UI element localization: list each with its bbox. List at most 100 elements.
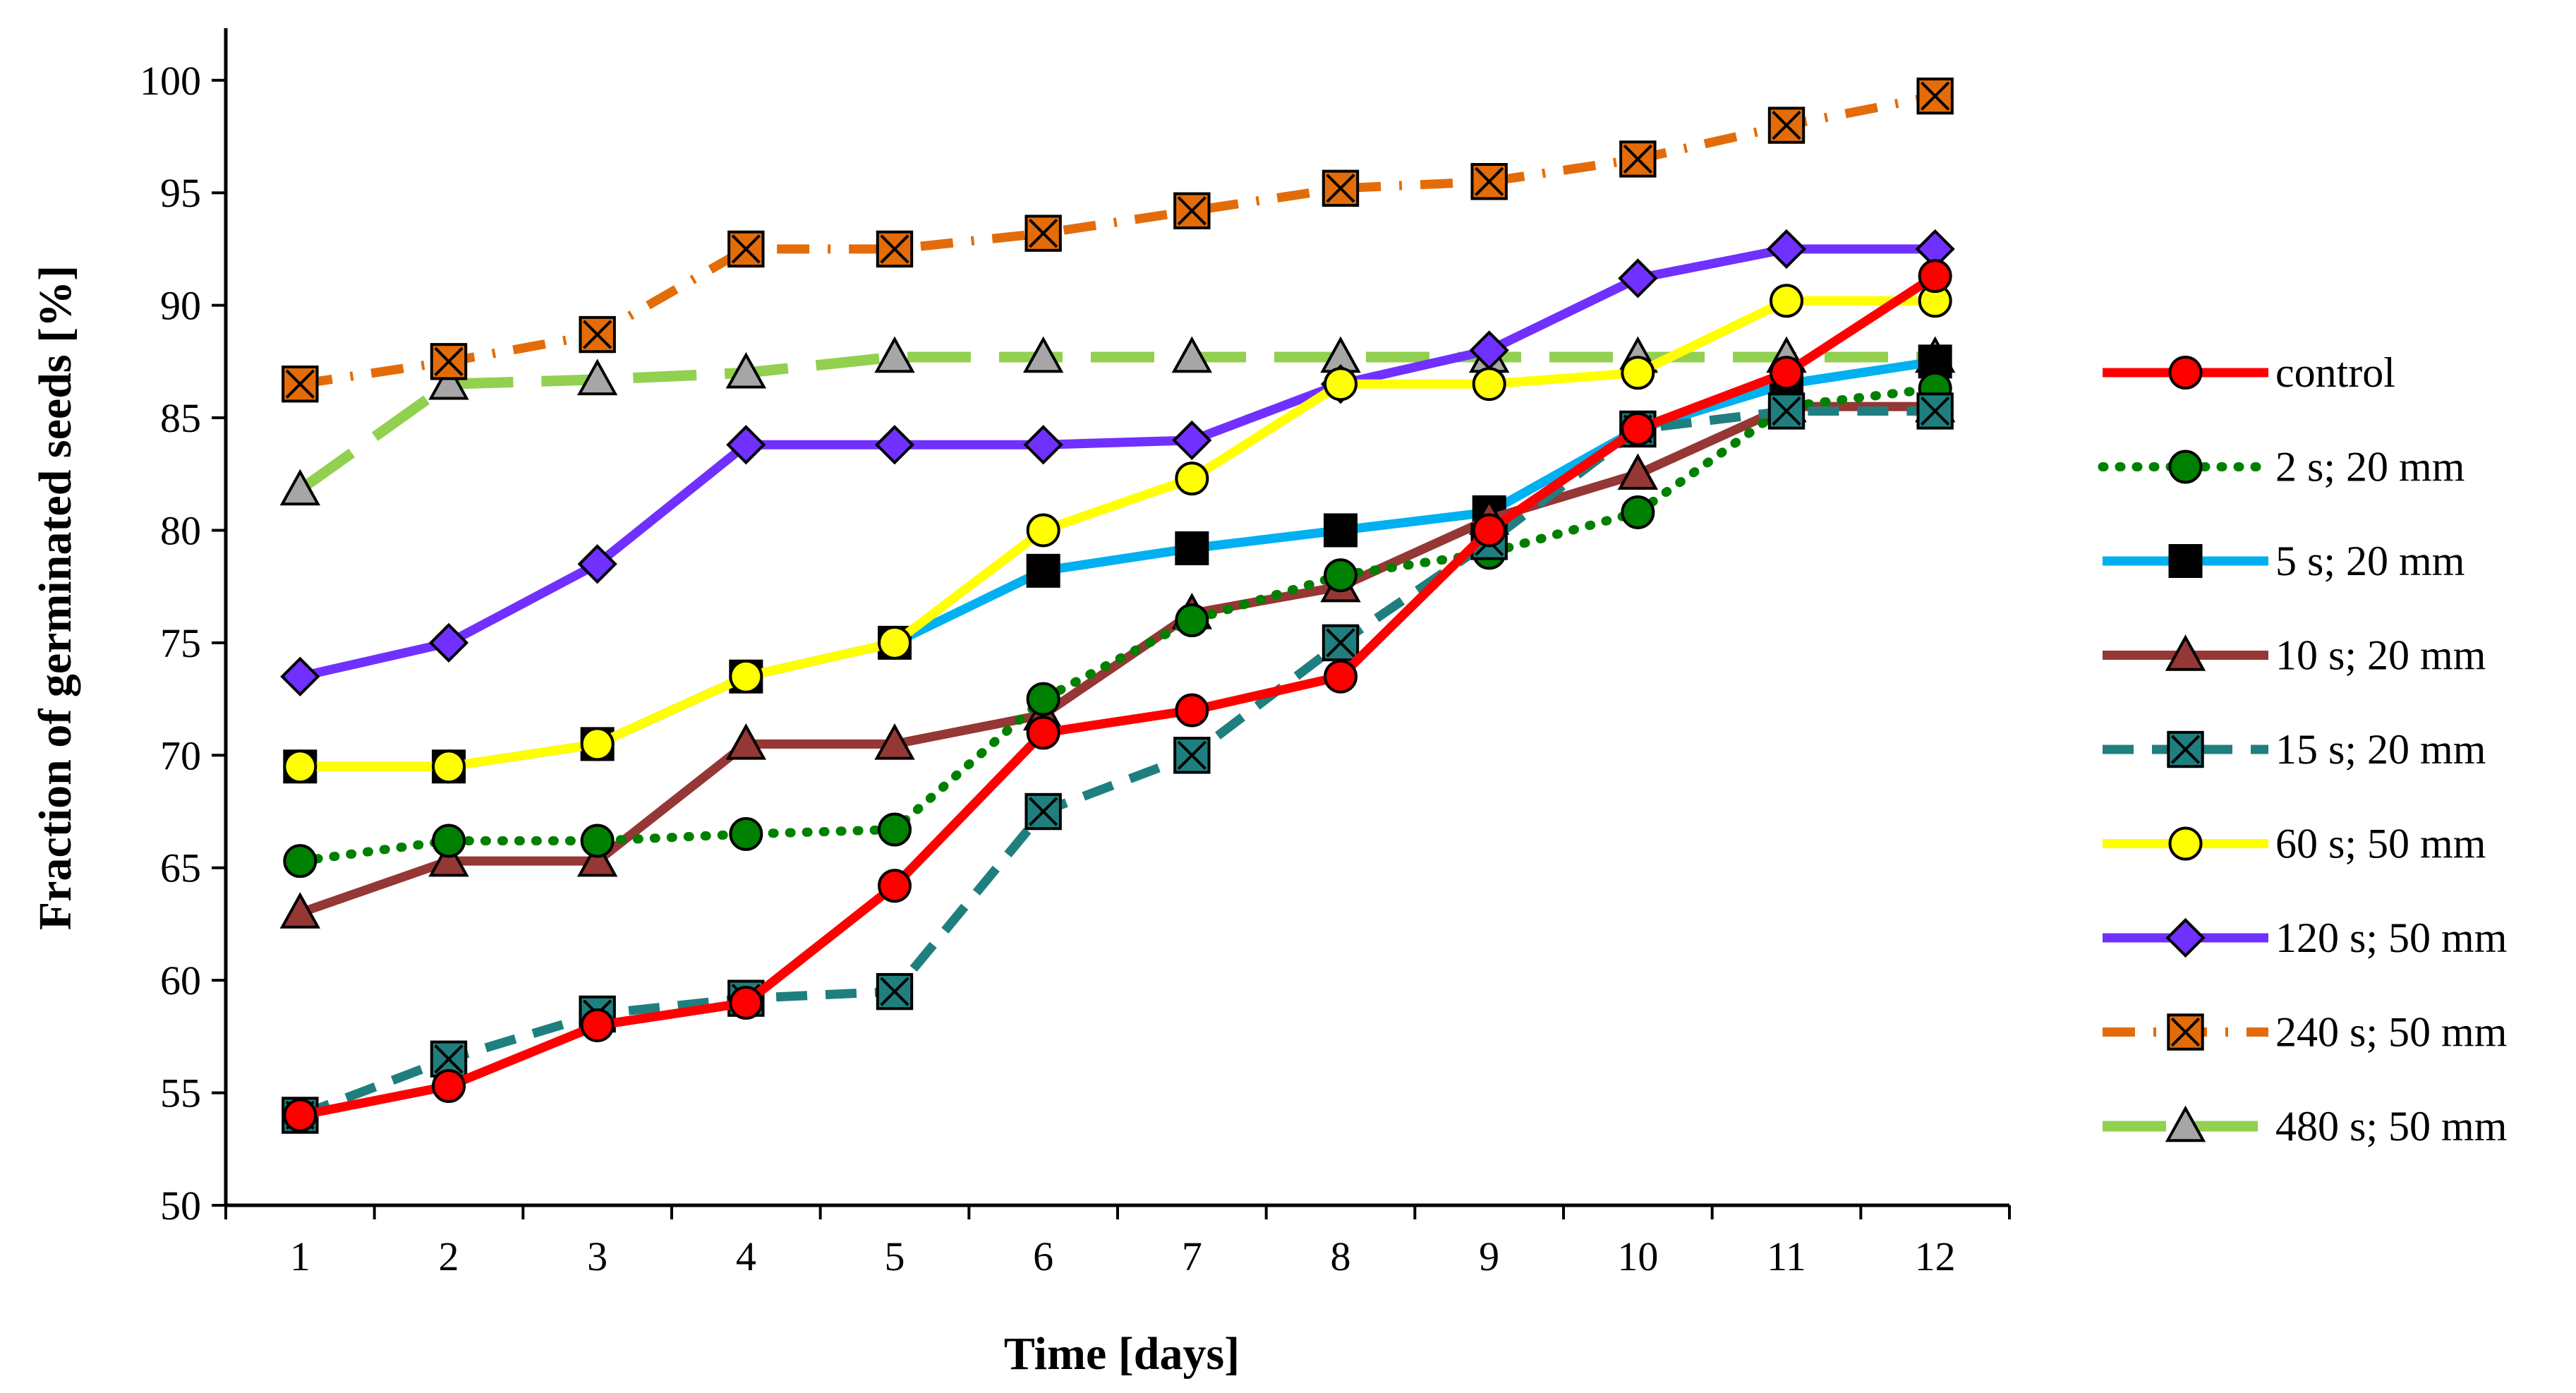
legend-marker (2167, 1013, 2204, 1051)
data-point (279, 469, 321, 506)
data-point (1918, 259, 1952, 294)
axes (212, 28, 2011, 1219)
legend-marker (2165, 917, 2206, 958)
y-tick-label: 55 (160, 1071, 201, 1116)
legend-item: 2 s; 20 mm (2098, 444, 2465, 490)
data-point (1621, 411, 1655, 446)
legend-label: 480 s; 50 mm (2275, 1103, 2507, 1150)
y-tick-label: 80 (160, 507, 201, 553)
legend-marker (2165, 634, 2206, 671)
data-point (878, 625, 912, 660)
legend: control 2 s; 20 mm 5 s; 20 mm 10 s; 20 mm 15… (2098, 349, 2507, 1150)
y-tick-label: 90 (160, 283, 201, 329)
data-point (1767, 107, 1806, 144)
x-tick-label: 6 (1033, 1234, 1053, 1279)
data-point (1026, 716, 1060, 750)
data-point (1022, 336, 1064, 373)
data-point (878, 812, 912, 847)
data-point (1621, 495, 1655, 529)
data-point (1472, 367, 1506, 402)
data-point (1026, 682, 1060, 716)
data-point (878, 869, 912, 903)
data-point (1024, 792, 1062, 831)
legend-label: control (2275, 349, 2395, 396)
y-tick-label: 70 (160, 732, 201, 778)
data-point (580, 727, 615, 761)
legend-marker (2165, 1105, 2206, 1142)
legend-label: 5 s; 20 mm (2275, 538, 2465, 584)
x-tick-label: 8 (1331, 1234, 1351, 1279)
x-tick-label: 9 (1479, 1234, 1499, 1279)
data-point (430, 343, 468, 380)
data-point (1175, 531, 1209, 565)
data-point (1172, 420, 1212, 461)
data-point (1470, 163, 1508, 200)
x-tick-label: 3 (587, 1234, 607, 1279)
x-tick-label: 5 (885, 1234, 905, 1279)
y-tick-label: 85 (160, 395, 201, 441)
data-point (1173, 737, 1211, 774)
data-point (1324, 513, 1357, 548)
x-axis-title: Time [days] (1004, 1328, 1240, 1380)
series-120-s-50-mm (280, 229, 1955, 696)
legend-item: 240 s; 50 mm (2103, 1009, 2507, 1056)
data-point (432, 824, 466, 858)
x-tick-label: 1 (290, 1234, 310, 1279)
data-point (1617, 453, 1659, 490)
data-point (432, 749, 466, 784)
series-line (299, 91, 1936, 389)
y-tick-label: 50 (160, 1183, 201, 1229)
data-point (1322, 169, 1360, 207)
data-point (874, 425, 915, 465)
x-tick-label: 2 (439, 1234, 459, 1279)
data-point (432, 1069, 466, 1104)
data-point (283, 1098, 318, 1133)
data-point (580, 824, 615, 858)
series-240-s-50-mm (282, 77, 1954, 403)
data-point (729, 816, 763, 851)
series-line (298, 402, 1935, 917)
data-point (430, 1040, 468, 1078)
legend-item: 60 s; 50 mm (2103, 821, 2486, 867)
data-point (1026, 513, 1060, 548)
data-point (1173, 192, 1211, 229)
legend-label: 10 s; 20 mm (2275, 632, 2486, 679)
x-tick-label: 7 (1182, 1234, 1202, 1279)
data-point (579, 315, 616, 354)
data-point (1024, 215, 1062, 252)
series-group (279, 77, 1956, 1134)
data-point (1175, 462, 1209, 496)
data-point (1175, 603, 1209, 637)
data-point (1023, 425, 1063, 465)
data-point (1766, 229, 1807, 270)
legend-marker (2168, 826, 2203, 861)
legend-marker (2168, 450, 2203, 484)
legend-label: 2 s; 20 mm (2275, 444, 2465, 490)
data-point (282, 366, 319, 403)
series-2-s-20-mm (283, 371, 1952, 879)
data-point (1618, 258, 1658, 298)
data-point (1472, 513, 1506, 548)
data-point (1171, 336, 1213, 373)
legend-label: 60 s; 50 mm (2275, 821, 2486, 867)
data-point (874, 336, 915, 373)
data-point (283, 844, 318, 879)
data-point (1916, 392, 1954, 430)
data-point (1324, 659, 1357, 694)
data-point (1175, 693, 1209, 728)
data-point (279, 892, 321, 929)
y-tick-label: 95 (160, 170, 201, 216)
series-line (298, 244, 1935, 682)
data-point (1770, 356, 1803, 390)
legend-item: 120 s; 50 mm (2103, 915, 2507, 961)
data-point (725, 723, 767, 760)
x-tick-label: 4 (736, 1234, 756, 1279)
series-line (299, 272, 1938, 1120)
legend-marker (2167, 730, 2204, 768)
series-480-s-50-mm (279, 336, 1956, 506)
data-point (1322, 624, 1360, 662)
legend-marker (2168, 356, 2203, 390)
y-tick-label: 60 (160, 958, 201, 1003)
data-point (428, 840, 469, 877)
